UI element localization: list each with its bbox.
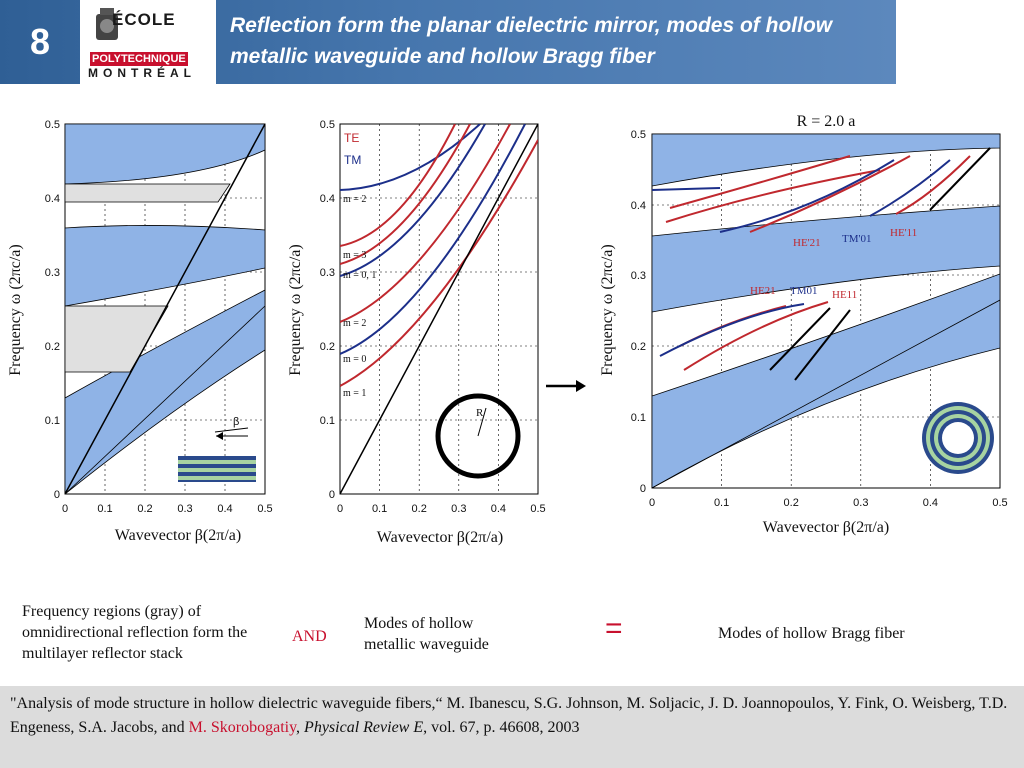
metal-cylinder-icon: R xyxy=(435,393,521,479)
y-tick: 0.1 xyxy=(320,415,335,427)
mode-label: m = 2 xyxy=(343,318,366,329)
mode-label: m = 3 xyxy=(343,250,366,261)
y-tick: 0 xyxy=(329,489,335,501)
caption-and: AND xyxy=(292,628,327,645)
crest-icon xyxy=(96,8,118,40)
y-tick: 0.3 xyxy=(45,267,60,279)
x-tick: 0.1 xyxy=(714,497,729,509)
y-axis-label: Frequency ω (2πc/a) xyxy=(599,244,616,375)
y-axis-label: Frequency ω (2πc/a) xyxy=(287,244,304,375)
plot-title: R = 2.0 a xyxy=(797,113,856,130)
reference-part1: "Analysis of mode structure in hollow di… xyxy=(10,695,1008,736)
x-tick: 0.2 xyxy=(784,497,799,509)
mode-curve xyxy=(340,124,511,323)
beta-label: β xyxy=(233,416,239,428)
mode-label: m = 0, 1 xyxy=(343,270,376,281)
y-tick: 0.5 xyxy=(45,119,60,131)
y-tick: 0.4 xyxy=(320,193,335,205)
x-tick: 0.4 xyxy=(923,497,938,509)
slide-title: Reflection form the planar dielectric mi… xyxy=(230,14,833,68)
x-axis-label: Wavevector β(2π/a) xyxy=(377,529,503,546)
y-tick: 0.1 xyxy=(631,412,646,424)
mode-curve xyxy=(340,139,538,387)
x-tick: 0.1 xyxy=(97,503,112,515)
x-tick: 0.1 xyxy=(372,503,387,515)
x-axis-label: Wavevector β(2π/a) xyxy=(763,519,889,536)
reference-journal: Physical Review E xyxy=(304,719,424,736)
y-tick: 0.5 xyxy=(631,129,646,141)
plot-planar-mirror: 0 0.1 0.2 0.3 0.4 0.5 0 0.1 0.2 0.3 0.4 … xyxy=(7,119,273,544)
mode-label: m = 1 xyxy=(343,388,366,399)
mode-label: TM01 xyxy=(790,285,818,297)
logo xyxy=(80,0,216,84)
right-arrow-icon xyxy=(546,380,586,392)
bragg-fiber-icon xyxy=(922,402,994,474)
mode-curve xyxy=(340,124,526,355)
reference-text: "Analysis of mode structure in hollow di… xyxy=(10,692,1015,740)
y-tick: 0 xyxy=(640,483,646,495)
logo-montreal-text: MONTRÉAL xyxy=(88,66,196,80)
x-tick: 0.4 xyxy=(217,503,232,515)
mode-label: m = 2 xyxy=(343,194,366,205)
x-tick: 0 xyxy=(62,503,68,515)
mode-curve xyxy=(340,124,486,277)
logo-ecole-text: ÉCOLE xyxy=(112,10,176,29)
caption-left: Frequency regions (gray) of omnidirectio… xyxy=(22,603,248,662)
logo-polytechnique-text: POLYTECHNIQUE xyxy=(90,52,188,66)
mode-label: HE11 xyxy=(832,289,857,301)
radius-label: R xyxy=(476,407,484,419)
x-tick: 0.3 xyxy=(177,503,192,515)
reference-part2: , xyxy=(296,719,305,736)
mode-label: m = 0 xyxy=(343,354,366,365)
plot-bragg-fiber: R = 2.0 a HE'21 TM'01 xyxy=(599,113,1008,536)
reference-highlight-author: M. Skorobogatiy xyxy=(188,719,297,736)
x-tick: 0.5 xyxy=(992,497,1007,509)
x-tick: 0.3 xyxy=(451,503,466,515)
x-tick: 0.2 xyxy=(137,503,152,515)
mode-curve xyxy=(340,124,481,191)
y-tick: 0.5 xyxy=(320,119,335,131)
x-tick: 0.4 xyxy=(491,503,506,515)
legend-te: TE xyxy=(344,131,359,145)
plot-metallic-waveguide: TE TM m = 2 m = 3 m = 0, 1 m = 2 m = 0 m… xyxy=(287,119,546,546)
x-axis-label: Wavevector β(2π/a) xyxy=(115,527,241,544)
y-axis-label: Frequency ω (2πc/a) xyxy=(7,244,24,375)
slide-number: 8 xyxy=(29,21,51,62)
y-tick: 0.3 xyxy=(320,267,335,279)
light-line xyxy=(340,124,538,494)
reference-bar xyxy=(0,686,1024,768)
x-tick: 0.5 xyxy=(530,503,545,515)
legend-tm: TM xyxy=(344,153,361,167)
y-tick: 0.3 xyxy=(631,270,646,282)
x-tick: 0 xyxy=(649,497,655,509)
y-tick: 0.2 xyxy=(45,341,60,353)
mode-label: TM'01 xyxy=(842,233,871,245)
mode-curve xyxy=(340,124,456,247)
x-tick: 0.2 xyxy=(412,503,427,515)
mode-label: HE'21 xyxy=(793,237,821,249)
y-tick: 0.2 xyxy=(631,341,646,353)
y-tick: 0.4 xyxy=(631,200,646,212)
multilayer-stack-icon: β xyxy=(178,416,256,482)
x-tick: 0 xyxy=(337,503,343,515)
caption-equals: = xyxy=(605,612,623,645)
y-tick: 0.4 xyxy=(45,193,60,205)
mode-curve xyxy=(340,124,471,265)
caption-middle: Modes of hollow metallic waveguide xyxy=(364,615,489,653)
reference-part3: , vol. 67, p. 46608, 2003 xyxy=(423,719,580,736)
x-tick: 0.3 xyxy=(853,497,868,509)
y-tick: 0.2 xyxy=(320,341,335,353)
y-tick: 0 xyxy=(54,489,60,501)
y-tick: 0.1 xyxy=(45,415,60,427)
x-tick: 0.5 xyxy=(257,503,272,515)
mode-label: HE21 xyxy=(750,285,776,297)
caption-right: Modes of hollow Bragg fiber xyxy=(718,625,905,642)
mode-label: HE'11 xyxy=(890,227,917,239)
